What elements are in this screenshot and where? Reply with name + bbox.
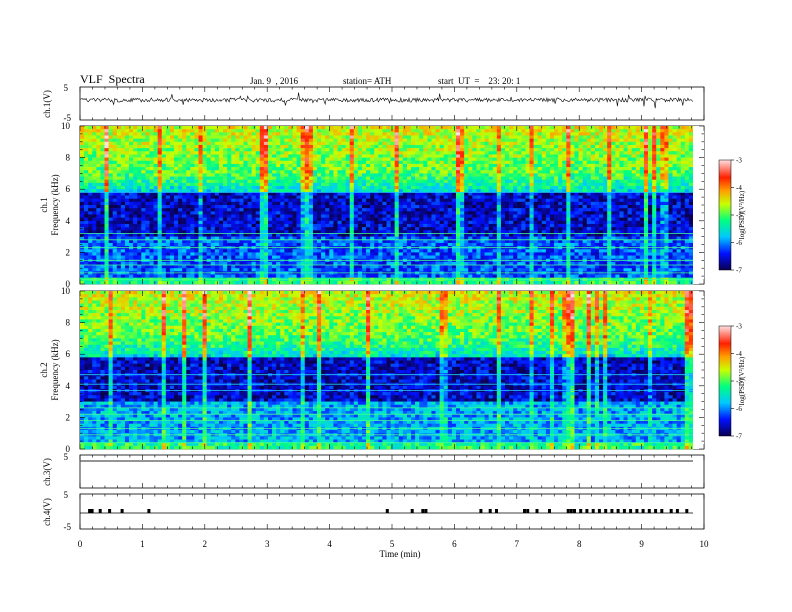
ch1-colorbar-tick: -5 [736,212,742,220]
ch2-colorbar-tick: -6 [736,405,742,413]
ch2-spectrogram-image [80,291,704,450]
xtick-5: 5 [390,539,395,549]
ch2-colorbar [718,325,732,437]
ch2-ytick-0: 0 [66,444,71,454]
ch1-colorbar-tick: -7 [736,267,742,275]
ch1-ytick-neg5: -5 [64,113,72,123]
x-axis-label: Time (min) [380,549,421,559]
axis-ticks [79,87,705,529]
ch1-ytick-5: 5 [64,83,69,93]
ch2-colorbar-tick: -5 [736,378,742,386]
ch4-ytick-5: 5 [64,490,69,500]
ch1-ytick-0: 0 [66,279,71,289]
ch1-colorbar-tick: -4 [736,184,742,192]
ch3-ylabel: ch.3(V) [42,458,52,486]
ch2-ytick-2: 2 [66,412,71,422]
ch1-ytick-4: 4 [66,216,71,226]
ch1-spectrogram-image [80,126,704,285]
station-label: station= ATH [343,76,392,86]
ch2-ytick-6: 6 [66,349,71,359]
xtick-0: 0 [78,539,83,549]
ch1-colorbar [718,159,732,271]
ch1-ytick-6: 6 [66,184,71,194]
ch2-spec-label: ch.2 [39,362,49,377]
xtick-4: 4 [327,539,332,549]
xtick-3: 3 [265,539,270,549]
ch1-ytick-8: 8 [66,153,71,163]
ch1-colorbar-tick: -3 [736,157,742,165]
ch1-ytick-2: 2 [66,247,71,257]
date-label: Jan. 9 , 2016 [250,76,298,86]
ch1-ytick-10: 10 [61,121,71,131]
ch4-ytick-neg5: -5 [64,522,72,532]
ch2-ytick-8: 8 [66,318,71,328]
ch2-colorbar-tick: -3 [736,323,742,331]
ch1-waveform-trace [79,92,694,109]
ch1-colorbar-tick: -6 [736,239,742,247]
xtick-6: 6 [452,539,457,549]
ch2-ytick-10: 10 [61,286,71,296]
ch1-waveform-ylabel: ch.1(V) [42,90,52,118]
xtick-9: 9 [639,539,644,549]
ch2-ytick-4: 4 [66,381,71,391]
ch1-spec-label: ch.1 [39,197,49,212]
start-time-label: start UT = 23: 20: 1 [438,76,521,86]
ch2-colorbar-tick: -4 [736,350,742,358]
ch1-colorbar-label: log(PSD)(V²/Hz) [738,190,746,239]
ch2-colorbar-label: log(PSD)(V²/Hz) [738,356,746,405]
ch4-trace [80,509,693,514]
ch3-ytick-5: 5 [64,452,69,462]
xtick-1: 1 [140,539,145,549]
ch4-ylabel: ch.4(V) [42,498,52,526]
xtick-2: 2 [203,539,208,549]
xtick-8: 8 [577,539,582,549]
xtick-7: 7 [515,539,520,549]
chart-title: VLF Spectra [80,72,145,86]
xtick-10: 10 [700,539,710,549]
ch2-colorbar-tick: -7 [736,433,742,441]
ch1-freq-label: Frequency (kHz) [50,174,60,235]
ch2-freq-label: Frequency (kHz) [50,339,60,400]
